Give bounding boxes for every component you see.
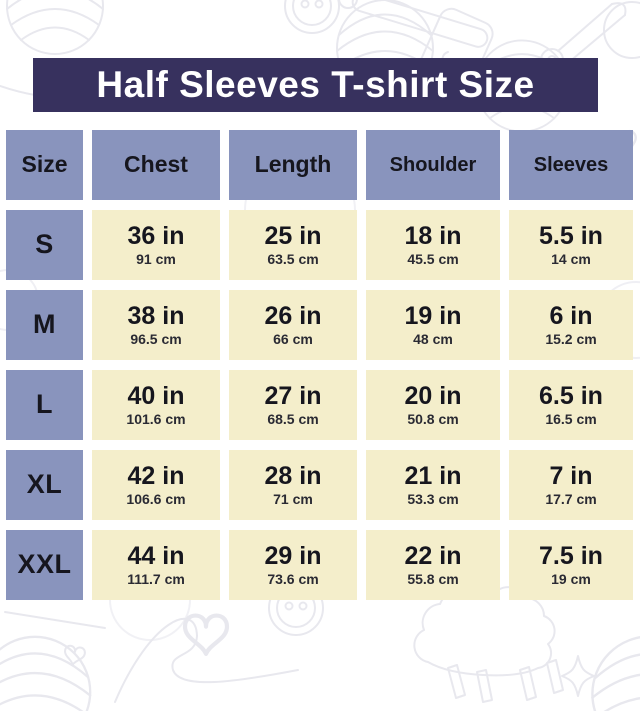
sparkle-icon [561, 655, 595, 697]
value-inches: 18 in [404, 221, 462, 250]
value-inches: 7 in [549, 461, 593, 490]
value-inches: 6.5 in [539, 381, 603, 410]
button-icon [284, 0, 340, 34]
shoulder-cell: 19 in 48 cm [366, 290, 500, 360]
length-cell: 28 in 71 cm [229, 450, 357, 520]
value-inches: 26 in [264, 301, 322, 330]
value-cm: 17.7 cm [545, 491, 597, 508]
shoulder-cell: 22 in 55.8 cm [366, 530, 500, 600]
value-inches: 20 in [404, 381, 462, 410]
value-inches: 27 in [264, 381, 322, 410]
column-header-sleeves: Sleeves [509, 130, 633, 200]
shoulder-cell: 21 in 53.3 cm [366, 450, 500, 520]
shoulder-cell: 18 in 45.5 cm [366, 210, 500, 280]
column-header-length: Length [229, 130, 357, 200]
title-banner: Half Sleeves T-shirt Size [33, 58, 598, 112]
value-cm: 16.5 cm [545, 411, 597, 428]
chest-cell: 44 in 111.7 cm [92, 530, 220, 600]
length-cell: 26 in 66 cm [229, 290, 357, 360]
value-cm: 55.8 cm [407, 571, 459, 588]
shoulder-cell: 20 in 50.8 cm [366, 370, 500, 440]
value-inches: 40 in [127, 381, 185, 410]
sheep-doodle [413, 583, 564, 703]
value-cm: 68.5 cm [267, 411, 319, 428]
row-label: L [6, 370, 83, 440]
column-header-chest: Chest [92, 130, 220, 200]
chest-cell: 42 in 106.6 cm [92, 450, 220, 520]
value-cm: 50.8 cm [407, 411, 459, 428]
value-cm: 63.5 cm [267, 251, 319, 268]
value-cm: 66 cm [273, 331, 313, 348]
sleeves-cell: 7 in 17.7 cm [509, 450, 633, 520]
length-cell: 25 in 63.5 cm [229, 210, 357, 280]
page-title: Half Sleeves T-shirt Size [96, 64, 535, 105]
yarn-ball-doodle [591, 635, 640, 711]
row-label: S [6, 210, 83, 280]
column-header-shoulder: Shoulder [366, 130, 500, 200]
sleeves-cell: 5.5 in 14 cm [509, 210, 633, 280]
value-inches: 44 in [127, 541, 185, 570]
value-cm: 14 cm [551, 251, 591, 268]
circle-doodle [603, 1, 640, 59]
value-inches: 7.5 in [539, 541, 603, 570]
knitting-needle-icon [338, 0, 489, 48]
value-inches: 29 in [264, 541, 322, 570]
value-inches: 21 in [404, 461, 462, 490]
yarn-thread-heart-doodle [4, 611, 299, 703]
length-cell: 29 in 73.6 cm [229, 530, 357, 600]
value-cm: 101.6 cm [126, 411, 186, 428]
value-inches: 28 in [264, 461, 322, 490]
value-cm: 53.3 cm [407, 491, 459, 508]
value-inches: 42 in [127, 461, 185, 490]
row-label: XL [6, 450, 83, 520]
sleeves-cell: 6.5 in 16.5 cm [509, 370, 633, 440]
value-cm: 15.2 cm [545, 331, 597, 348]
sleeves-cell: 7.5 in 19 cm [509, 530, 633, 600]
value-cm: 19 cm [551, 571, 591, 588]
value-inches: 38 in [127, 301, 185, 330]
value-cm: 73.6 cm [267, 571, 319, 588]
value-cm: 106.6 cm [126, 491, 186, 508]
value-inches: 19 in [404, 301, 462, 330]
value-cm: 71 cm [273, 491, 313, 508]
value-cm: 96.5 cm [130, 331, 182, 348]
length-cell: 27 in 68.5 cm [229, 370, 357, 440]
value-inches: 5.5 in [539, 221, 603, 250]
value-cm: 48 cm [413, 331, 453, 348]
value-cm: 111.7 cm [127, 571, 185, 588]
value-cm: 91 cm [136, 251, 176, 268]
sleeves-cell: 6 in 15.2 cm [509, 290, 633, 360]
value-inches: 36 in [127, 221, 185, 250]
row-label: M [6, 290, 83, 360]
column-header-size: Size [6, 130, 83, 200]
chest-cell: 38 in 96.5 cm [92, 290, 220, 360]
value-inches: 25 in [264, 221, 322, 250]
chest-cell: 40 in 101.6 cm [92, 370, 220, 440]
row-label: XXL [6, 530, 83, 600]
value-inches: 6 in [549, 301, 593, 330]
value-cm: 45.5 cm [407, 251, 459, 268]
chest-cell: 36 in 91 cm [92, 210, 220, 280]
size-chart-table: Size Chest Length Shoulder Sleeves S 36 … [6, 130, 633, 600]
value-inches: 22 in [404, 541, 462, 570]
